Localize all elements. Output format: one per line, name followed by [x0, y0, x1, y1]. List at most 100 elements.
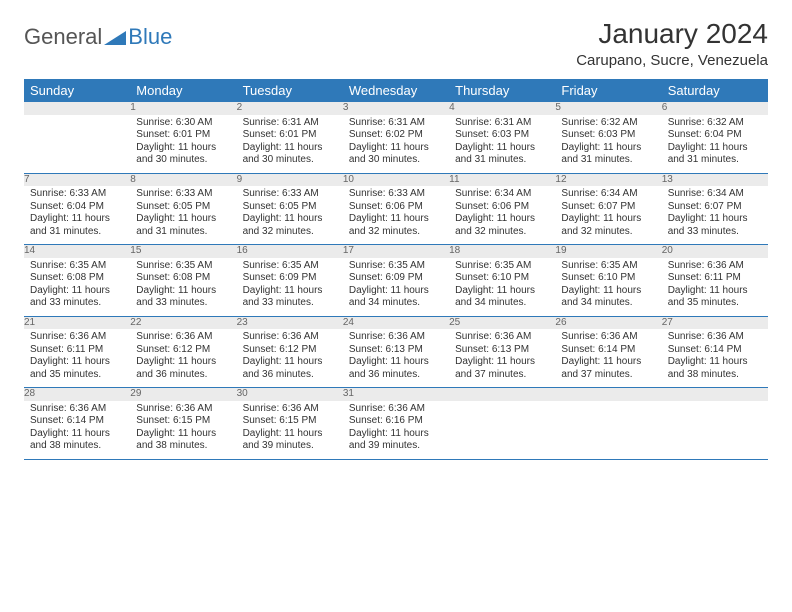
sunrise-line: Sunrise: 6:36 AM	[668, 331, 762, 344]
sunrise-line: Sunrise: 6:36 AM	[30, 331, 124, 344]
calendar-day-cell: Sunrise: 6:35 AMSunset: 6:08 PMDaylight:…	[130, 258, 236, 317]
sunrise-line: Sunrise: 6:35 AM	[561, 260, 655, 273]
calendar-day-number: 25	[449, 316, 555, 329]
calendar-empty-daynum	[24, 102, 130, 115]
calendar-day-number: 23	[237, 316, 343, 329]
calendar-cell-content: Sunrise: 6:31 AMSunset: 6:02 PMDaylight:…	[343, 115, 449, 173]
sunrise-line: Sunrise: 6:31 AM	[455, 117, 549, 130]
calendar-cell-content: Sunrise: 6:36 AMSunset: 6:13 PMDaylight:…	[343, 329, 449, 387]
calendar-cell-content: Sunrise: 6:35 AMSunset: 6:10 PMDaylight:…	[555, 258, 661, 316]
sunset-line: Sunset: 6:14 PM	[30, 415, 124, 428]
calendar-cell-content: Sunrise: 6:35 AMSunset: 6:09 PMDaylight:…	[343, 258, 449, 316]
calendar-day-cell: Sunrise: 6:31 AMSunset: 6:02 PMDaylight:…	[343, 115, 449, 174]
calendar-day-number: 6	[662, 102, 768, 115]
calendar-day-number: 28	[24, 388, 130, 401]
sunset-line: Sunset: 6:03 PM	[455, 129, 549, 142]
daylight-line: Daylight: 11 hours and 31 minutes.	[561, 142, 655, 167]
sunset-line: Sunset: 6:01 PM	[136, 129, 230, 142]
calendar-cell-content: Sunrise: 6:30 AMSunset: 6:01 PMDaylight:…	[130, 115, 236, 173]
calendar-content-row: Sunrise: 6:33 AM Sunset: 6:04 PM Daylight:…	[24, 186, 768, 245]
page-title: January 2024	[576, 18, 768, 50]
calendar-content-row: Sunrise: 6:30 AMSunset: 6:01 PMDaylight:…	[24, 115, 768, 174]
daylight-line: Daylight: 11 hours and 34 minutes.	[455, 285, 549, 310]
daylight-line: Daylight: 11 hours and 36 minutes.	[243, 356, 337, 381]
sunrise-line: Sunrise: 6:32 AM	[668, 117, 762, 130]
calendar-day-cell: Sunrise: 6:36 AMSunset: 6:13 PMDaylight:…	[449, 329, 555, 388]
calendar-day-number: 7	[24, 173, 130, 186]
calendar-cell-content: Sunrise: 6:36 AMSunset: 6:11 PMDaylight:…	[662, 258, 768, 316]
calendar-day-cell: Sunrise: 6:34 AMSunset: 6:07 PMDaylight:…	[555, 186, 661, 245]
daylight-line: Daylight: 11 hours and 30 minutes.	[243, 142, 337, 167]
calendar-day-cell: Sunrise: 6:33 AMSunset: 6:05 PMDaylight:…	[237, 186, 343, 245]
sunset-line: Sunset: 6:16 PM	[349, 415, 443, 428]
calendar-cell-content: Sunrise: 6:35 AMSunset: 6:08 PMDaylight:…	[130, 258, 236, 316]
sunset-line: Sunset: 6:04 PM	[30, 201, 124, 214]
calendar-day-number: 20	[662, 245, 768, 258]
calendar-cell-content: Sunrise: 6:36 AMSunset: 6:11 PMDaylight:…	[24, 329, 130, 387]
calendar-day-header: Monday	[130, 79, 236, 102]
sunset-line: Sunset: 6:02 PM	[349, 129, 443, 142]
calendar-cell-content: Sunrise: 6:36 AMSunset: 6:12 PMDaylight:…	[237, 329, 343, 387]
calendar-empty-cell	[662, 401, 768, 460]
calendar-day-number: 10	[343, 173, 449, 186]
calendar-day-number: 8	[130, 173, 236, 186]
calendar-day-header: Saturday	[662, 79, 768, 102]
daylight-line: Daylight: 11 hours and 31 minutes.	[668, 142, 762, 167]
title-block: January 2024 Carupano, Sucre, Venezuela	[576, 18, 768, 69]
calendar-day-cell: Sunrise: 6:35 AMSunset: 6:10 PMDaylight:…	[555, 258, 661, 317]
sunset-line: Sunset: 6:11 PM	[668, 272, 762, 285]
sunrise-line: Sunrise: 6:34 AM	[668, 188, 762, 201]
calendar-cell-content: Sunrise: 6:35 AMSunset: 6:09 PMDaylight:…	[237, 258, 343, 316]
header: General Blue January 2024 Carupano, Sucr…	[24, 18, 768, 69]
calendar-day-number: 30	[237, 388, 343, 401]
sunset-line: Sunset: 6:11 PM	[30, 344, 124, 357]
calendar-day-number: 15	[130, 245, 236, 258]
sunrise-line: Sunrise: 6:34 AM	[455, 188, 549, 201]
sunrise-line: Sunrise: 6:33 AM	[243, 188, 337, 201]
daylight-line: Daylight: 11 hours and 32 minutes.	[561, 213, 655, 238]
daylight-line: Daylight: 11 hours and 37 minutes.	[561, 356, 655, 381]
daylight-line: Daylight: 11 hours and 39 minutes.	[349, 428, 443, 453]
sunset-line: Sunset: 6:06 PM	[349, 201, 443, 214]
calendar-day-cell: Sunrise: 6:36 AMSunset: 6:14 PMDaylight:…	[555, 329, 661, 388]
daylight-line: Daylight: 11 hours and 38 minutes.	[668, 356, 762, 381]
sunrise-line: Sunrise: 6:33 AM	[349, 188, 443, 201]
calendar-day-cell: Sunrise: 6:36 AMSunset: 6:15 PMDaylight:…	[237, 401, 343, 460]
daylight-line: Daylight: 11 hours and 33 minutes.	[668, 213, 762, 238]
calendar-day-cell: Sunrise: 6:31 AMSunset: 6:03 PMDaylight:…	[449, 115, 555, 174]
calendar-day-number: 3	[343, 102, 449, 115]
daylight-line: Daylight: 11 hours and 36 minutes.	[136, 356, 230, 381]
calendar-cell-content: Sunrise: 6:33 AMSunset: 6:05 PMDaylight:…	[237, 186, 343, 244]
sunrise-line: Sunrise: 6:36 AM	[243, 403, 337, 416]
daylight-line: Daylight: 11 hours and 32 minutes.	[349, 213, 443, 238]
location-subtitle: Carupano, Sucre, Venezuela	[576, 52, 768, 69]
sunset-line: Sunset: 6:03 PM	[561, 129, 655, 142]
calendar-day-header: Friday	[555, 79, 661, 102]
calendar-cell-content: Sunrise: 6:31 AMSunset: 6:03 PMDaylight:…	[449, 115, 555, 173]
daylight-line: Daylight: 11 hours and 32 minutes.	[243, 213, 337, 238]
calendar-cell-content: Sunrise: 6:36 AMSunset: 6:14 PMDaylight:…	[662, 329, 768, 387]
calendar-day-cell: Sunrise: 6:36 AMSunset: 6:12 PMDaylight:…	[130, 329, 236, 388]
calendar-daynum-row: 28293031	[24, 388, 768, 401]
sunset-line: Sunset: 6:07 PM	[561, 201, 655, 214]
sunset-line: Sunset: 6:06 PM	[455, 201, 549, 214]
calendar-day-cell: Sunrise: 6:30 AMSunset: 6:01 PMDaylight:…	[130, 115, 236, 174]
calendar-day-header: Thursday	[449, 79, 555, 102]
calendar-cell-content: Sunrise: 6:36 AMSunset: 6:15 PMDaylight:…	[237, 401, 343, 459]
calendar-empty-cell	[555, 401, 661, 460]
calendar-day-cell: Sunrise: 6:36 AMSunset: 6:16 PMDaylight:…	[343, 401, 449, 460]
calendar-cell-content: Sunrise: 6:35 AMSunset: 6:08 PMDaylight:…	[24, 258, 130, 316]
daylight-line: Daylight: 11 hours and 36 minutes.	[349, 356, 443, 381]
calendar-header-row: SundayMondayTuesdayWednesdayThursdayFrid…	[24, 79, 768, 102]
sunrise-line: Sunrise: 6:36 AM	[136, 403, 230, 416]
calendar-cell-content: Sunrise: 6:32 AMSunset: 6:03 PMDaylight:…	[555, 115, 661, 173]
calendar-cell-content: Sunrise: 6:34 AMSunset: 6:06 PMDaylight:…	[449, 186, 555, 244]
calendar-day-cell: Sunrise: 6:36 AMSunset: 6:12 PMDaylight:…	[237, 329, 343, 388]
calendar-day-cell: Sunrise: 6:34 AMSunset: 6:07 PMDaylight:…	[662, 186, 768, 245]
sunrise-line: Sunrise: 6:32 AM	[561, 117, 655, 130]
sunrise-line: Sunrise: 6:36 AM	[349, 331, 443, 344]
calendar-day-number: 5	[555, 102, 661, 115]
sunset-line: Sunset: 6:15 PM	[136, 415, 230, 428]
calendar-day-cell: Sunrise: 6:36 AMSunset: 6:14 PMDaylight:…	[24, 401, 130, 460]
sunset-line: Sunset: 6:08 PM	[136, 272, 230, 285]
